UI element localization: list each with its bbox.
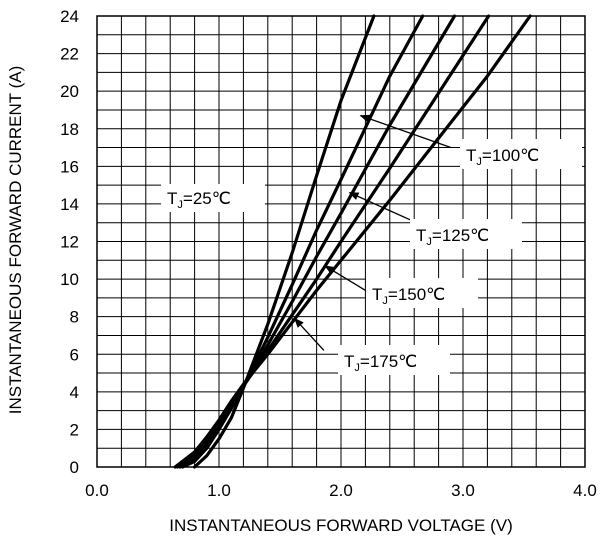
series-label: TJ=125℃	[416, 226, 489, 248]
annotation-arrow	[359, 114, 452, 149]
series-line	[180, 14, 425, 469]
annotation-box	[410, 219, 522, 249]
y-axis-title: INSTANTANEOUS FORWARD CURRENT (A)	[6, 66, 25, 415]
y-tick-label: 8	[70, 308, 79, 327]
annotation-arrow	[293, 317, 325, 351]
y-tick-label: 18	[60, 120, 79, 139]
y-tick-label: 4	[70, 383, 79, 402]
y-tick-label: 14	[60, 195, 79, 214]
series-line	[193, 14, 376, 469]
x-tick-label: 1.0	[207, 481, 231, 500]
annotation-box	[460, 139, 582, 169]
series-label: TJ=100℃	[466, 146, 539, 168]
y-tick-label: 6	[70, 345, 79, 364]
x-tick-label: 3.0	[451, 481, 475, 500]
series-label: TJ=150℃	[372, 285, 445, 307]
y-tick-label: 0	[70, 458, 79, 477]
y-tick-label: 22	[60, 45, 79, 64]
annotation-box	[161, 184, 265, 212]
x-tick-label: 2.0	[329, 481, 353, 500]
x-tick-labels: 0.0 1.0 2.0 3.0 4.0	[85, 481, 597, 500]
series-label: TJ=175℃	[344, 352, 417, 374]
series-line	[173, 14, 532, 469]
annotation-box	[338, 345, 450, 375]
y-tick-label: 24	[60, 7, 79, 26]
y-tick-label: 10	[60, 270, 79, 289]
x-axis-title: INSTANTANEOUS FORWARD VOLTAGE (V)	[169, 516, 513, 535]
annotation-arrow	[348, 192, 417, 224]
series-line	[175, 14, 491, 469]
x-tick-label: 4.0	[573, 481, 597, 500]
plot-frame	[96, 15, 586, 468]
x-tick-label: 0.0	[85, 481, 109, 500]
annotation-arrow	[324, 265, 372, 295]
series-label: TJ=25℃	[167, 189, 231, 211]
y-tick-label: 2	[70, 420, 79, 439]
y-tick-label: 20	[60, 82, 79, 101]
annotation-box	[366, 278, 478, 308]
y-tick-label: 12	[60, 233, 79, 252]
series-annotations: TJ=100℃ TJ=125℃ TJ=150℃ TJ=175℃ TJ=25℃	[161, 114, 582, 375]
y-tick-label: 16	[60, 157, 79, 176]
